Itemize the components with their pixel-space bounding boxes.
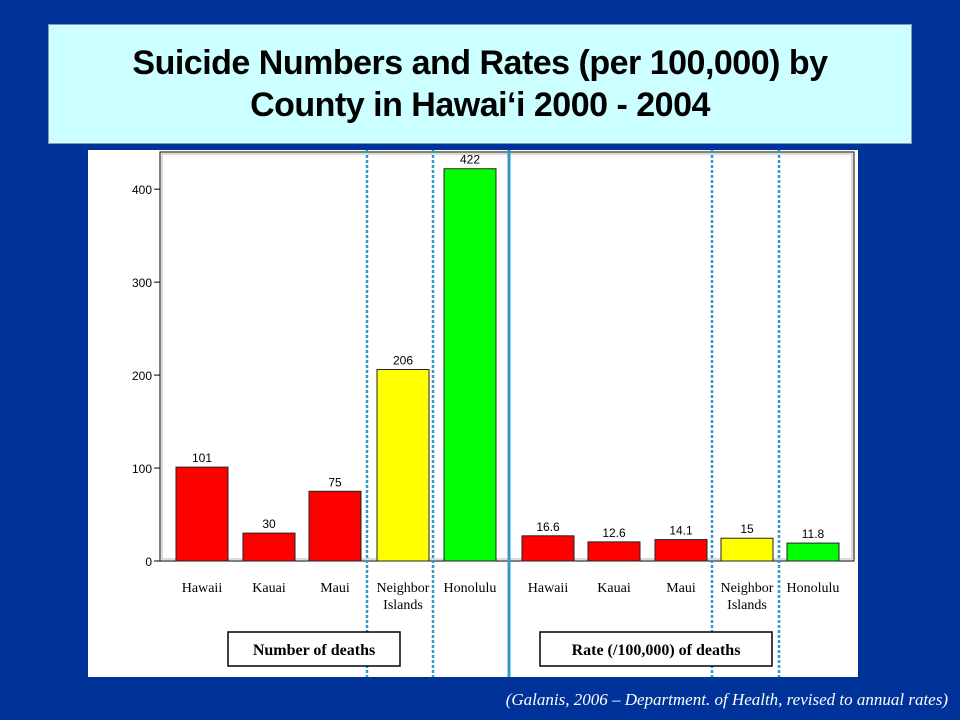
chart-title-line-1: Suicide Numbers and Rates (per 100,000) …: [132, 44, 828, 82]
group-label-box: [227, 631, 401, 667]
bar: [376, 369, 430, 562]
category-label-line-1: Neighbor: [377, 581, 430, 596]
bar-chart: 0 100 200 300 400 101 Hawaii 30 Kauai 75 Maui 206 Ne…: [132, 150, 855, 677]
bar: [521, 535, 575, 562]
category-label-line-1: Neighbor: [721, 581, 774, 596]
bar: [786, 542, 840, 562]
group-label-box: [539, 631, 773, 667]
y-tick-label: 100: [132, 462, 152, 476]
category-label: Honolulu: [787, 581, 840, 596]
title-box: Suicide Numbers and Rates (per 100,000) …: [48, 24, 912, 144]
y-tick-label: 0: [145, 555, 152, 569]
data-label: 14.1: [669, 524, 693, 538]
data-label: 422: [460, 153, 480, 167]
y-tick-label: 300: [132, 276, 152, 290]
plot-frame: [159, 151, 855, 562]
data-label: 16.6: [536, 520, 560, 534]
data-label: 15: [740, 522, 754, 536]
source-note: (Galanis, 2006 – Department. of Health, …: [505, 690, 948, 709]
plot-inner-frame: [161, 153, 853, 560]
category-label: Kauai: [252, 581, 286, 596]
data-label: 75: [328, 475, 342, 489]
category-label-line-2: Islands: [727, 598, 767, 613]
category-label: Honolulu: [444, 581, 497, 596]
bar: [308, 490, 362, 562]
data-label: 101: [192, 451, 212, 465]
category-label: Hawaii: [182, 581, 223, 596]
bar: [242, 532, 296, 562]
group-label: Rate (/100,000) of deaths: [572, 642, 741, 659]
group-label: Number of deaths: [253, 642, 375, 659]
data-label: 12.6: [602, 526, 626, 540]
category-label: Maui: [320, 581, 350, 596]
data-label: 206: [393, 354, 413, 368]
chart-title-line-2: County in Hawai‘i 2000 - 2004: [250, 86, 710, 124]
bar: [175, 466, 229, 562]
bar: [587, 541, 641, 562]
data-label: 11.8: [802, 527, 825, 541]
bar: [654, 539, 708, 562]
data-label: 30: [262, 517, 276, 531]
y-tick-label: 200: [132, 369, 152, 383]
bar: [720, 537, 774, 562]
category-label: Kauai: [597, 581, 631, 596]
chart-area: 0 100 200 300 400 101 Hawaii 30 Kauai 75 Maui 206 Ne…: [88, 150, 858, 677]
category-label-line-2: Islands: [383, 598, 423, 613]
category-label: Hawaii: [528, 581, 569, 596]
bar: [443, 168, 497, 562]
category-label: Maui: [666, 581, 696, 596]
y-tick-label: 400: [132, 183, 152, 197]
